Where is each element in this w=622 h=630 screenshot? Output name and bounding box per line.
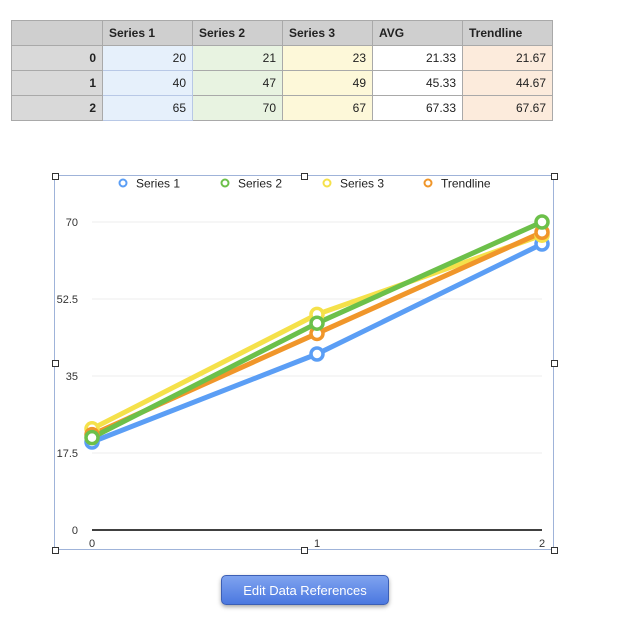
resize-handle-bottom-left[interactable] [52, 547, 59, 554]
y-tick-label: 52.5 [57, 294, 78, 306]
y-tick-label: 35 [66, 371, 78, 383]
column-header-trendline[interactable]: Trendline [462, 20, 553, 46]
resize-handle-top-right[interactable] [551, 173, 558, 180]
resize-handle-top[interactable] [301, 173, 308, 180]
x-tick-label: 1 [314, 538, 320, 550]
table-cell[interactable]: 23 [282, 45, 373, 71]
table-cell[interactable]: 47 [192, 70, 283, 96]
legend-marker [322, 178, 332, 188]
table-cell[interactable]: 40 [102, 70, 193, 96]
table-cell[interactable]: 21.67 [462, 45, 553, 71]
resize-handle-top-left[interactable] [52, 173, 59, 180]
legend-marker [423, 178, 433, 188]
y-tick-label: 0 [72, 525, 78, 537]
y-tick-label: 70 [66, 217, 78, 229]
resize-handle-bottom-right[interactable] [551, 547, 558, 554]
data-point [309, 346, 325, 362]
legend-label: Series 3 [340, 177, 384, 191]
table-cell[interactable]: 20 [102, 45, 193, 71]
legend-label: Series 1 [136, 177, 180, 191]
column-header-series-2[interactable]: Series 2 [192, 20, 283, 46]
row-header[interactable]: 2 [11, 95, 103, 121]
column-header-series-3[interactable]: Series 3 [282, 20, 373, 46]
edit-data-references-button[interactable]: Edit Data References [221, 575, 389, 605]
resize-handle-right[interactable] [551, 360, 558, 367]
legend-marker [220, 178, 230, 188]
legend-marker [118, 178, 128, 188]
data-point [534, 214, 550, 230]
y-tick-label: 17.5 [57, 448, 78, 460]
data-point [84, 429, 100, 446]
table-corner-cell[interactable] [11, 20, 103, 46]
legend-label: Trendline [441, 177, 491, 191]
resize-handle-left[interactable] [52, 360, 59, 367]
table-cell[interactable]: 21 [192, 45, 283, 71]
table-cell[interactable]: 21.33 [372, 45, 463, 71]
x-tick-label: 2 [539, 538, 545, 550]
x-tick-label: 0 [89, 538, 95, 550]
resize-handle-bottom[interactable] [301, 547, 308, 554]
table-cell[interactable]: 67.67 [462, 95, 553, 121]
legend-label: Series 2 [238, 177, 282, 191]
table-cell[interactable]: 67 [282, 95, 373, 121]
table-row: 0 20 21 23 21.33 21.67 [11, 45, 553, 71]
table-row: 2 65 70 67 67.33 67.67 [11, 95, 553, 121]
data-point [309, 315, 325, 331]
series-line [89, 241, 545, 445]
data-table: Series 1 Series 2 Series 3 AVG Trendline… [11, 20, 553, 121]
table-cell[interactable]: 49 [282, 70, 373, 96]
table-cell[interactable]: 65 [102, 95, 193, 121]
